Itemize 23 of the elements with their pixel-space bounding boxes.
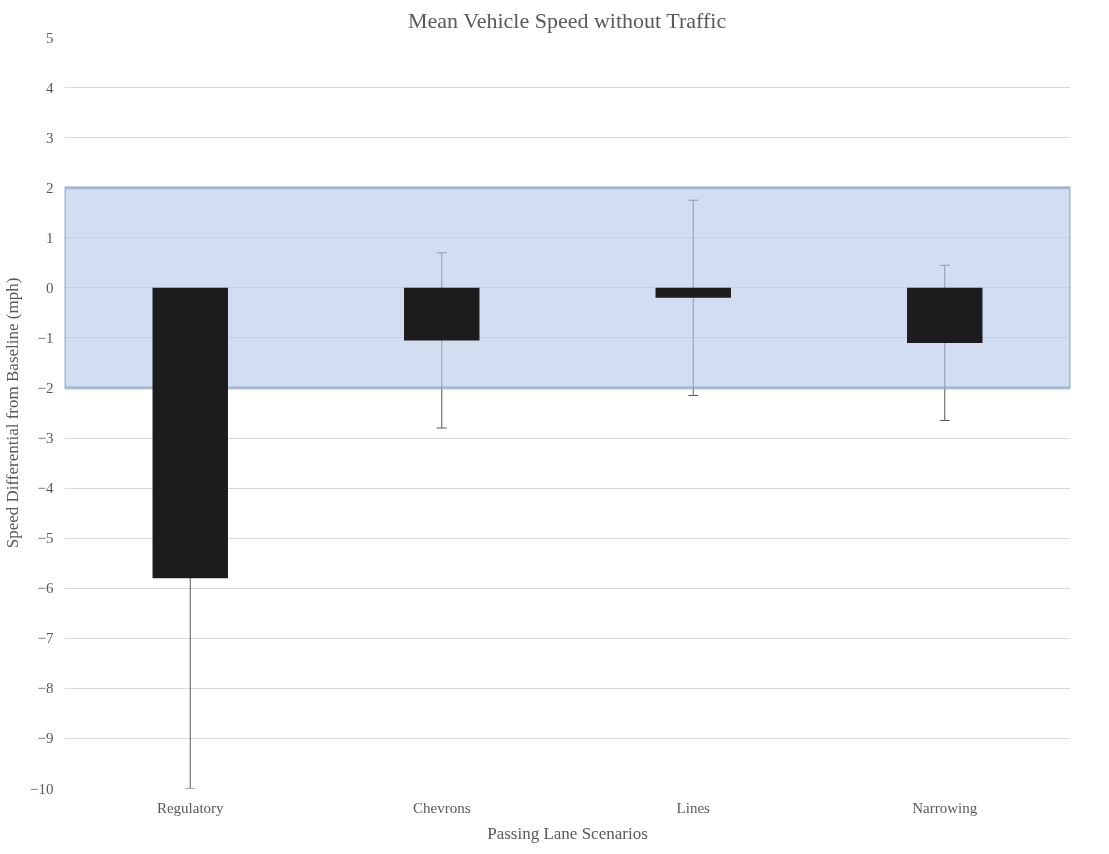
y-tick-label: −10 [30,780,54,797]
x-tick-label: Lines [676,799,711,816]
x-tick-label: Narrowing [912,799,978,816]
x-tick-label: Regulatory [156,799,225,816]
x-tick-label: Chevrons [413,799,471,816]
y-tick-label: 1 [46,229,54,246]
y-tick-label: −6 [37,580,54,597]
y-tick-label: 2 [46,179,54,196]
y-tick-label: −9 [37,730,54,747]
y-tick-label: −7 [37,630,54,647]
y-tick-label: −4 [37,480,54,497]
y-tick-label: −8 [37,680,54,697]
x-axis-title: Passing Lane Scenarios [487,823,648,843]
y-axis-title: Speed Differential from Baseline (mph) [3,277,23,549]
y-tick-label: −5 [37,530,54,547]
y-tick-label: −2 [37,379,54,396]
y-tick-label: 3 [46,129,54,146]
y-tick-label: 0 [46,279,54,296]
y-tick-label: 5 [46,29,54,46]
y-tick-label: −1 [37,329,54,346]
chart-title: Mean Vehicle Speed without Traffic [408,7,727,33]
y-tick-label: 4 [46,79,54,96]
y-tick-label: −3 [37,430,54,447]
